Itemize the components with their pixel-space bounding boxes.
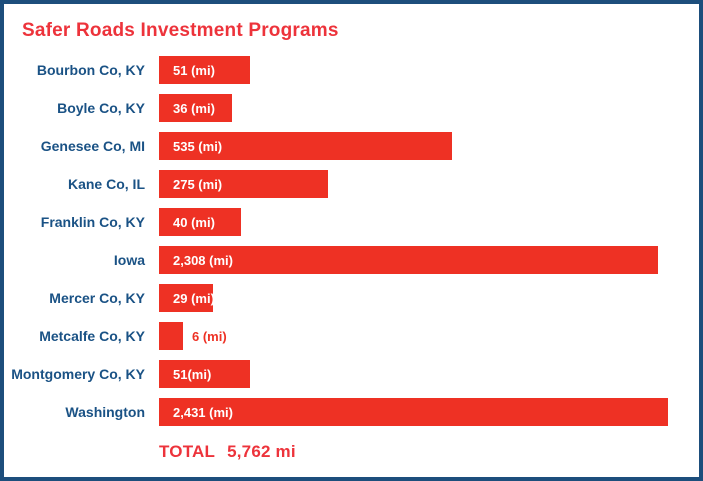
bar-value-label: 535 (mi) bbox=[173, 138, 223, 154]
bar-value-label: 36 (mi) bbox=[173, 100, 215, 116]
bar-track: 535 (mi) bbox=[159, 132, 699, 160]
category-label: Mercer Co, KY bbox=[49, 290, 145, 306]
bar bbox=[159, 208, 241, 236]
total-label: TOTAL bbox=[159, 442, 216, 461]
bar-value-label: 29 (mi) bbox=[173, 290, 215, 306]
bar-track: 51 (mi) bbox=[159, 56, 699, 84]
bar bbox=[159, 360, 250, 388]
bar-row: Iowa 2,308 (mi) bbox=[4, 246, 699, 274]
bar-track: 40 (mi) bbox=[159, 208, 699, 236]
bar-row: Mercer Co, KY 29 (mi) bbox=[4, 284, 699, 312]
bar-value-label: 2,431 (mi) bbox=[173, 404, 233, 420]
bar-value-label: 275 (mi) bbox=[173, 176, 223, 192]
bar-track: 36 (mi) bbox=[159, 94, 699, 122]
category-label: Iowa bbox=[113, 252, 145, 268]
bar-value-label: 6 (mi) bbox=[192, 328, 227, 344]
category-label: Washington bbox=[65, 404, 145, 420]
bar-value-label: 2,308 (mi) bbox=[173, 252, 233, 268]
bar-track: 275 (mi) bbox=[159, 170, 699, 198]
bar-value-label: 51 (mi) bbox=[173, 62, 215, 78]
bar-row: Boyle Co, KY 36 (mi) bbox=[4, 94, 699, 122]
category-label: Montgomery Co, KY bbox=[11, 366, 145, 382]
bar-track: 2,308 (mi) bbox=[159, 246, 699, 274]
total-value: 5,762 mi bbox=[227, 442, 296, 461]
category-label: Boyle Co, KY bbox=[57, 100, 145, 116]
bar bbox=[159, 94, 232, 122]
bar-value-label: 51(mi) bbox=[173, 366, 212, 382]
bar bbox=[159, 322, 183, 350]
bar-value-label: 40 (mi) bbox=[173, 214, 215, 230]
bar-row: Genesee Co, MI 535 (mi) bbox=[4, 132, 699, 160]
bar-row: Kane Co, IL 275 (mi) bbox=[4, 170, 699, 198]
bar-row: Metcalfe Co, KY 6 (mi) bbox=[4, 322, 699, 350]
total-line: TOTAL 5,762 mi bbox=[159, 442, 699, 462]
chart-title: Safer Roads Investment Programs bbox=[22, 20, 339, 41]
bar-row: Franklin Co, KY 40 (mi) bbox=[4, 208, 699, 236]
bar-row: Montgomery Co, KY 51(mi) bbox=[4, 360, 699, 388]
bar bbox=[159, 170, 328, 198]
bar-track: 6 (mi) bbox=[159, 322, 699, 350]
bar-row: Bourbon Co, KY 51 (mi) bbox=[4, 56, 699, 84]
bar bbox=[159, 56, 250, 84]
bar bbox=[159, 398, 668, 426]
category-label: Metcalfe Co, KY bbox=[39, 328, 145, 344]
bar bbox=[159, 132, 452, 160]
bar-track: 29 (mi) bbox=[159, 284, 699, 312]
bar-track: 2,431 (mi) bbox=[159, 398, 699, 426]
bar-track: 51(mi) bbox=[159, 360, 699, 388]
bar-rows: Bourbon Co, KY 51 (mi) Boyle Co, KY 36 (… bbox=[4, 56, 699, 426]
category-label: Franklin Co, KY bbox=[40, 214, 145, 230]
category-label: Genesee Co, MI bbox=[40, 138, 145, 154]
category-label: Bourbon Co, KY bbox=[36, 62, 145, 78]
category-label: Kane Co, IL bbox=[67, 176, 145, 192]
bar bbox=[159, 246, 658, 274]
bar bbox=[159, 284, 213, 312]
bar-row: Washington 2,431 (mi) bbox=[4, 398, 699, 426]
